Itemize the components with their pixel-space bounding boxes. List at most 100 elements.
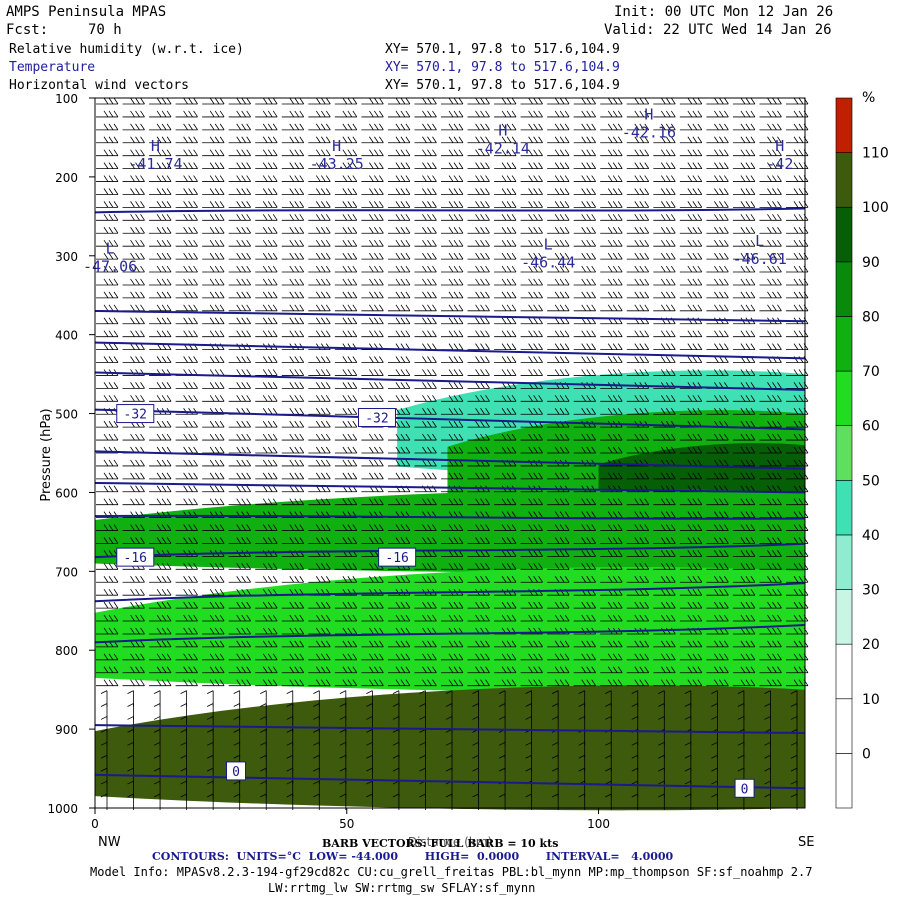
wind-barb — [759, 511, 782, 519]
wind-barb — [308, 356, 331, 363]
wind-barb — [467, 149, 490, 157]
wind-barb — [255, 459, 278, 467]
wind-barb — [679, 356, 703, 363]
wind-barb — [228, 446, 252, 454]
wind-barb — [467, 550, 490, 557]
wind-barb — [653, 433, 676, 441]
contour-label-box — [225, 761, 246, 781]
wind-barb — [122, 278, 145, 286]
wind-barb — [281, 498, 305, 506]
wind-barb — [96, 433, 119, 441]
wind-barb — [308, 576, 331, 583]
wind-barb — [149, 576, 172, 583]
wind-barb — [520, 175, 543, 182]
wind-barb — [759, 201, 782, 208]
wind-barb — [786, 110, 809, 118]
wind-barb — [308, 252, 331, 260]
wind-barb — [202, 201, 225, 208]
wind-barb — [786, 472, 809, 480]
wind-barb — [387, 123, 411, 131]
wind-barb — [414, 175, 437, 182]
wind-barb — [759, 239, 782, 247]
wind-barb — [361, 576, 384, 583]
wind-barb — [759, 265, 782, 273]
wind-barb — [653, 356, 676, 363]
wind-barb — [547, 278, 570, 286]
wind-barb — [467, 110, 490, 118]
wind-barb — [573, 123, 597, 131]
wind-barb — [175, 601, 198, 609]
wind-barb — [573, 214, 597, 221]
wind-barb — [308, 278, 331, 286]
wind-barb — [759, 537, 782, 544]
wind-barb — [786, 433, 809, 441]
wind-barb — [175, 175, 198, 182]
wind-barb — [494, 343, 517, 350]
temperature-contour — [94, 371, 806, 391]
wind-barb — [547, 214, 570, 221]
wind-barb — [441, 97, 464, 105]
wind-barb — [759, 433, 782, 441]
wind-barb — [494, 214, 517, 221]
wind-barb — [175, 395, 198, 402]
wind-barb — [679, 343, 703, 350]
wind-barb — [547, 227, 570, 234]
wind-barb — [149, 343, 172, 350]
wind-barb — [626, 265, 650, 273]
wind-barb — [441, 679, 464, 687]
wind-barb — [679, 498, 703, 506]
wind-barb — [732, 188, 756, 195]
wind-barb — [732, 395, 756, 402]
wind-barb — [626, 356, 650, 363]
wind-barb — [361, 498, 384, 506]
wind-barb — [547, 188, 570, 195]
wind-barb — [441, 459, 464, 467]
wind-barb — [441, 343, 464, 350]
wind-barb — [626, 201, 650, 208]
wind-barb — [255, 576, 278, 583]
wind-barb — [706, 239, 729, 247]
wind-barb — [626, 97, 650, 105]
wind-barb — [573, 563, 597, 570]
fcst-value: 70 h — [88, 22, 122, 38]
wind-barb — [467, 666, 490, 674]
wind-barb — [334, 136, 358, 144]
wind-barb — [759, 601, 782, 609]
wind-barb — [732, 330, 756, 338]
colorbar-swatch — [835, 698, 853, 754]
field-temp-name: Temperature — [9, 60, 96, 75]
colorbar-unit: % — [862, 90, 875, 106]
wind-barb — [441, 614, 464, 622]
wind-barb — [361, 369, 384, 376]
colorbar-swatch — [835, 480, 853, 536]
wind-barb — [392, 793, 400, 810]
wind-barb — [202, 252, 225, 260]
wind-barb — [759, 614, 782, 622]
wind-barb — [494, 304, 517, 312]
wind-barb — [334, 188, 358, 195]
wind-barb — [122, 433, 145, 441]
wind-barb — [786, 343, 809, 350]
wind-barb — [255, 175, 278, 182]
wind-barb — [494, 433, 517, 441]
wind-barb — [149, 162, 172, 170]
wind-barb — [706, 110, 729, 118]
contour-label: -16 — [385, 551, 408, 566]
wind-barb — [520, 201, 543, 208]
wind-barb — [387, 524, 411, 531]
wind-barb — [600, 97, 623, 105]
wind-barb — [255, 162, 278, 170]
wind-barb — [96, 666, 119, 674]
wind-barb — [494, 252, 517, 260]
wind-barb — [679, 614, 703, 622]
wind-barb — [419, 793, 426, 810]
wind-barb — [759, 330, 782, 338]
wind-barb — [679, 640, 703, 648]
wind-barb — [441, 395, 464, 402]
y-tick-label: 800 — [55, 644, 78, 658]
wind-barb — [653, 653, 676, 661]
wind-barb — [387, 614, 411, 622]
wind-barb — [494, 110, 517, 118]
wind-barb — [414, 614, 437, 622]
wind-barb — [255, 485, 278, 493]
